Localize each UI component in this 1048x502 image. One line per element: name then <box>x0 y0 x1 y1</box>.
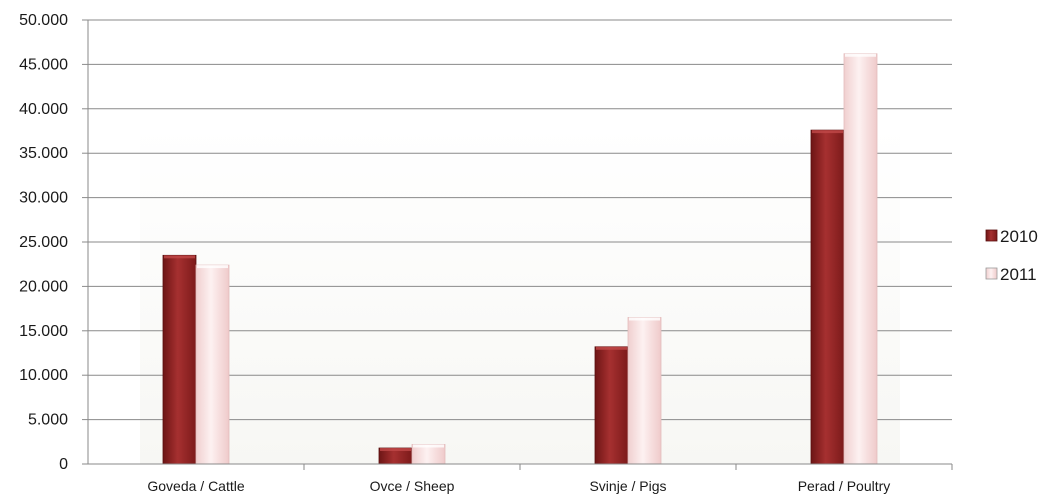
bar-top-highlight <box>413 444 444 448</box>
y-tick-label: 30.000 <box>19 190 68 207</box>
bar-2010-2 <box>594 346 629 465</box>
y-tick-label: 40.000 <box>19 101 68 118</box>
y-tick-label: 45.000 <box>19 56 68 73</box>
bar-top-highlight <box>845 53 876 57</box>
legend-swatch-2010 <box>985 229 998 242</box>
x-tick-label: Goveda / Cattle <box>147 478 244 494</box>
bar-top-highlight <box>197 265 228 269</box>
legend: 2010 2011 <box>985 227 1038 284</box>
y-tick-label: 5.000 <box>28 412 68 429</box>
bar-top-highlight <box>596 346 627 350</box>
x-tick-label: Ovce / Sheep <box>370 478 455 494</box>
legend-swatch-2011 <box>985 267 998 280</box>
y-axis-ticks: 0 5.000 10.000 15.000 20.000 25.000 30.000 35.0… <box>19 12 68 473</box>
plot-background <box>140 126 900 464</box>
bar-2010-3 <box>810 129 845 465</box>
bar-top-highlight <box>164 255 195 259</box>
x-axis-labels: Goveda / Cattle Ovce / Sheep Svinje / Pigs… <box>147 478 890 494</box>
y-tick-label: 20.000 <box>19 278 68 295</box>
y-tick-label: 10.000 <box>19 367 68 384</box>
y-tick-label: 50.000 <box>19 12 68 29</box>
y-tick-label: 25.000 <box>19 234 68 251</box>
x-tick-label: Perad / Poultry <box>798 478 891 494</box>
bar-top-highlight <box>812 130 843 134</box>
y-tick-label: 0 <box>59 456 68 473</box>
legend-label-2011: 2011 <box>1000 265 1037 284</box>
bar-2010-0 <box>162 254 197 465</box>
axes <box>87 20 953 470</box>
bar-2011-3 <box>843 53 878 465</box>
y-tick-label: 35.000 <box>19 145 68 162</box>
x-tick-label: Svinje / Pigs <box>589 478 666 494</box>
y-tick-label: 15.000 <box>19 323 68 340</box>
bar-2011-0 <box>195 264 230 465</box>
bar-top-highlight <box>629 317 660 321</box>
bars <box>162 53 878 465</box>
bar-2011-2 <box>627 317 662 465</box>
bar-top-highlight <box>380 448 411 452</box>
legend-label-2010: 2010 <box>1000 227 1038 246</box>
gridlines <box>82 19 952 465</box>
plot-area <box>140 126 900 464</box>
